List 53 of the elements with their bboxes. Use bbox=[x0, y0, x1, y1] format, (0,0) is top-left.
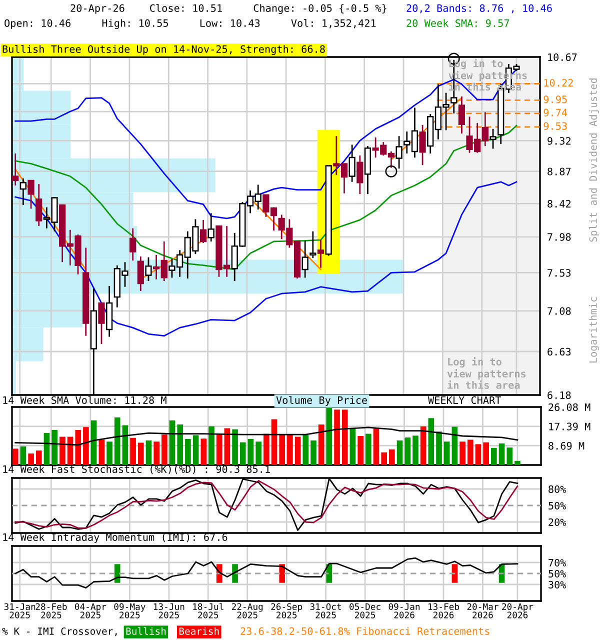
x-tick-label: 22-Aug 2025 bbox=[232, 603, 263, 618]
x-tick-label: 31-Oct 2025 bbox=[310, 603, 341, 618]
text: 20,2 Bands: 8.76 , 10.46 bbox=[406, 4, 552, 14]
text: 23.6-38.2-50-61.8% Fibonacci Retracements bbox=[240, 627, 490, 635]
y-tick-label: 70% bbox=[548, 558, 566, 567]
y-tick-label: 6.18 bbox=[548, 391, 571, 400]
ref-line-label: 9.95 bbox=[544, 96, 567, 104]
y-tick-label: 7.98 bbox=[548, 233, 571, 241]
x-tick-label: 13-Jun 2025 bbox=[154, 603, 184, 618]
x-tick-label: 31-Jan 2025 bbox=[4, 603, 36, 618]
y-tick-label: 7.53 bbox=[548, 269, 571, 277]
y-tick-label: 17.39 M bbox=[549, 422, 590, 430]
chart-title: 20-Apr-26 Close: 10.51 Change: -0.05 {-0.5 %} bbox=[70, 4, 386, 14]
text: Volume By Price bbox=[276, 396, 367, 406]
annotation: Log in to view patterns in this area bbox=[447, 357, 526, 389]
x-tick-label: 28-Feb 2025 bbox=[36, 603, 67, 618]
y-tick-label: 50% bbox=[548, 570, 566, 578]
chart-subtitle: Open: 10.46 High: 10.55 Low: 10.43 Vol: 1,352,421 bbox=[4, 19, 376, 29]
x-tick-label: 20-Apr 2026 bbox=[502, 603, 534, 618]
y-tick-label: 80% bbox=[548, 485, 566, 494]
y-tick-label: 10.67 bbox=[548, 53, 577, 62]
text: Split and Dividend Adjusted bbox=[589, 78, 599, 242]
legend-title: % K - IMI Crossover, bbox=[2, 627, 117, 636]
text: Bullish Three Outside Up on 14-Nov-25, Strength: 66.8 bbox=[2, 45, 325, 55]
y-tick-label: 6.63 bbox=[548, 348, 571, 356]
ref-line-label: 9.74 bbox=[544, 108, 568, 116]
y-tick-label: 50% bbox=[548, 502, 566, 510]
y-tick-label: 8.42 bbox=[548, 200, 570, 208]
ref-line-label: 10.22 bbox=[544, 78, 573, 87]
text: Logarithmic bbox=[589, 297, 599, 363]
text: Bearish bbox=[179, 627, 219, 635]
y-tick-label: 9.32 bbox=[548, 137, 570, 145]
text: 14 Week SMA Volume: 11.28 M bbox=[3, 396, 166, 404]
x-tick-label: 18-Jul 2025 bbox=[193, 603, 224, 618]
chart-title: 14 Week Fast Stochastic (%K)(%D) : 90.3 85.1 bbox=[3, 465, 270, 474]
x-tick-label: 20-Mar 2026 bbox=[467, 603, 498, 618]
text: Bullish bbox=[126, 627, 166, 635]
y-tick-label: 8.87 bbox=[548, 168, 571, 176]
ref-line-label: 9.53 bbox=[544, 122, 567, 130]
x-tick-label: 09-Jan 2026 bbox=[388, 603, 420, 618]
y-tick-label: 26.08 M bbox=[548, 403, 590, 412]
text: 20 Week SMA: 9.57 bbox=[406, 19, 510, 27]
y-tick-label: 7.08 bbox=[548, 307, 571, 315]
x-tick-label: 09-May 2025 bbox=[114, 603, 146, 618]
x-tick-label: 26-Sep 2025 bbox=[271, 603, 302, 618]
y-tick-label: 20% bbox=[548, 518, 566, 526]
x-tick-label: 04-Apr 2025 bbox=[74, 603, 106, 618]
chart-title: 14 Week Intraday Momentum (IMI): 67.6 bbox=[3, 533, 228, 543]
y-tick-label: 30% bbox=[548, 580, 566, 589]
text: WEEKLY CHART bbox=[428, 396, 502, 404]
x-tick-label: 13-Feb 2026 bbox=[428, 603, 460, 618]
x-tick-label: 05-Dec 2025 bbox=[350, 603, 380, 618]
y-tick-label: 8.69 M bbox=[548, 442, 584, 450]
